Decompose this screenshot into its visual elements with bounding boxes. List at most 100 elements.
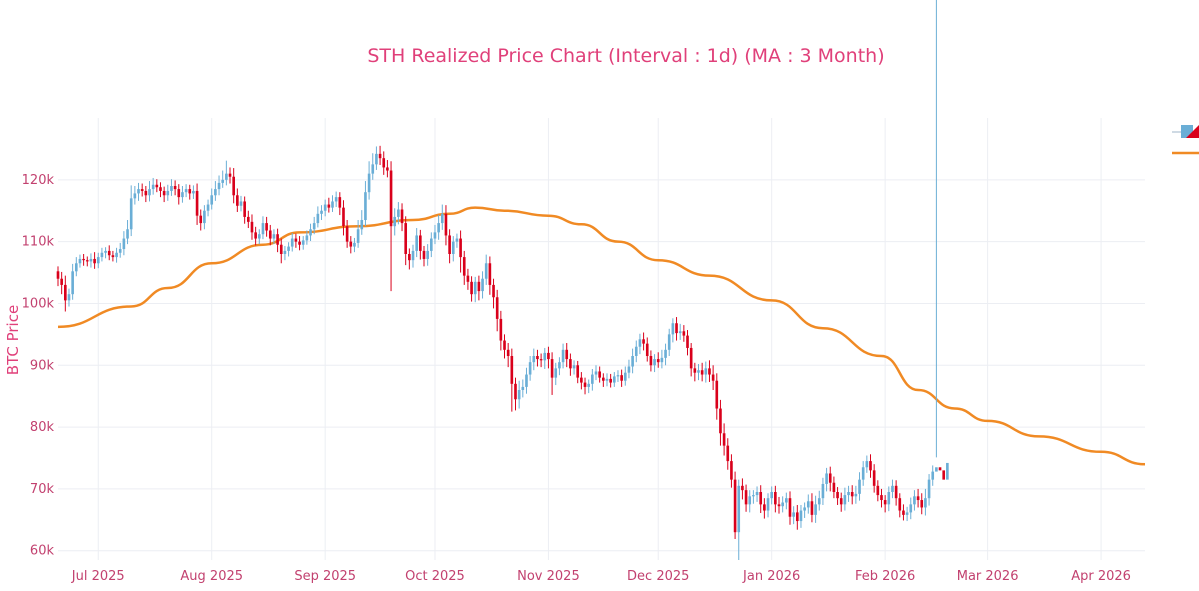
candle	[909, 497, 913, 520]
candle	[455, 233, 459, 248]
candle	[301, 236, 305, 250]
candle-body	[422, 250, 426, 259]
candle-body	[265, 223, 268, 231]
candle-body	[612, 376, 616, 383]
candle	[107, 245, 111, 261]
candle-body	[847, 492, 850, 496]
candle	[148, 181, 151, 202]
candle	[173, 180, 177, 196]
candle	[444, 205, 448, 246]
candle	[708, 360, 711, 382]
candle	[737, 479, 741, 560]
candle-body	[122, 238, 126, 250]
candle-body	[279, 244, 283, 254]
candle	[327, 197, 331, 213]
candle	[675, 317, 678, 341]
x-tick-label: Aug 2025	[180, 569, 243, 584]
candle	[477, 275, 481, 301]
candle	[558, 357, 561, 376]
candle-body	[257, 234, 261, 239]
candle	[752, 490, 755, 504]
candle	[700, 362, 704, 382]
legend-item-price[interactable]	[1172, 124, 1199, 140]
candle	[404, 216, 408, 266]
candle	[225, 160, 228, 186]
candle-body	[517, 390, 521, 400]
candle-body	[645, 343, 649, 356]
candle	[755, 486, 759, 502]
candle	[345, 220, 349, 248]
candle	[64, 275, 67, 312]
candle	[825, 467, 828, 492]
candle-body	[774, 492, 777, 505]
legend[interactable]	[1172, 124, 1199, 155]
candle	[828, 466, 832, 492]
candle	[525, 367, 528, 394]
candle-body	[700, 370, 704, 375]
candle	[462, 250, 466, 285]
candle-body	[678, 331, 682, 334]
candle-body	[609, 378, 612, 383]
candle	[78, 254, 82, 268]
candle	[547, 346, 550, 369]
candle-body	[448, 235, 451, 254]
candle	[645, 337, 649, 362]
candle	[492, 278, 495, 309]
candle-body	[107, 250, 111, 256]
candle	[521, 379, 525, 398]
candle	[74, 257, 78, 277]
candle-layer	[56, 0, 949, 560]
candle-body	[60, 278, 63, 285]
candle-body	[616, 375, 620, 377]
candle-body	[67, 294, 71, 301]
candle	[880, 488, 883, 508]
candle	[67, 288, 71, 307]
candle-body	[367, 173, 371, 193]
candle	[397, 202, 400, 225]
candle-body	[891, 485, 894, 492]
candle	[250, 214, 254, 240]
candle	[569, 353, 572, 376]
candle	[85, 256, 89, 267]
candle-body	[550, 359, 554, 378]
x-tick-label: Oct 2025	[405, 569, 465, 584]
candle	[111, 250, 115, 262]
candle	[481, 271, 484, 299]
candle	[338, 192, 342, 216]
candle-body	[459, 238, 462, 258]
candle-body	[781, 502, 784, 507]
candle-body	[320, 210, 323, 214]
candle	[795, 504, 799, 530]
candle	[265, 216, 268, 237]
candle	[181, 186, 184, 203]
y-tick-label: 90k	[30, 358, 55, 373]
candle	[122, 231, 126, 256]
candle-body	[104, 250, 107, 253]
candle-body	[170, 186, 173, 191]
candle-body	[715, 380, 719, 409]
candle	[850, 485, 854, 505]
candle	[528, 356, 532, 381]
candle-body	[821, 483, 825, 499]
candle-body	[159, 187, 162, 191]
candle-body	[711, 374, 715, 381]
candle	[353, 237, 356, 253]
candle-body	[693, 368, 697, 373]
candle-body	[177, 189, 181, 198]
candle	[177, 184, 181, 205]
candle	[689, 343, 693, 377]
candle	[656, 352, 660, 368]
candle	[400, 203, 404, 232]
candle	[887, 486, 891, 512]
candle-body	[503, 340, 506, 350]
candle-body	[484, 263, 488, 279]
candle-body	[880, 495, 883, 501]
candle-body	[272, 234, 276, 239]
candle-body	[360, 220, 364, 230]
candle-body	[246, 216, 250, 222]
candle	[942, 470, 946, 480]
candle-body	[547, 352, 550, 360]
candle-body	[722, 433, 726, 446]
candle-body	[510, 356, 514, 384]
